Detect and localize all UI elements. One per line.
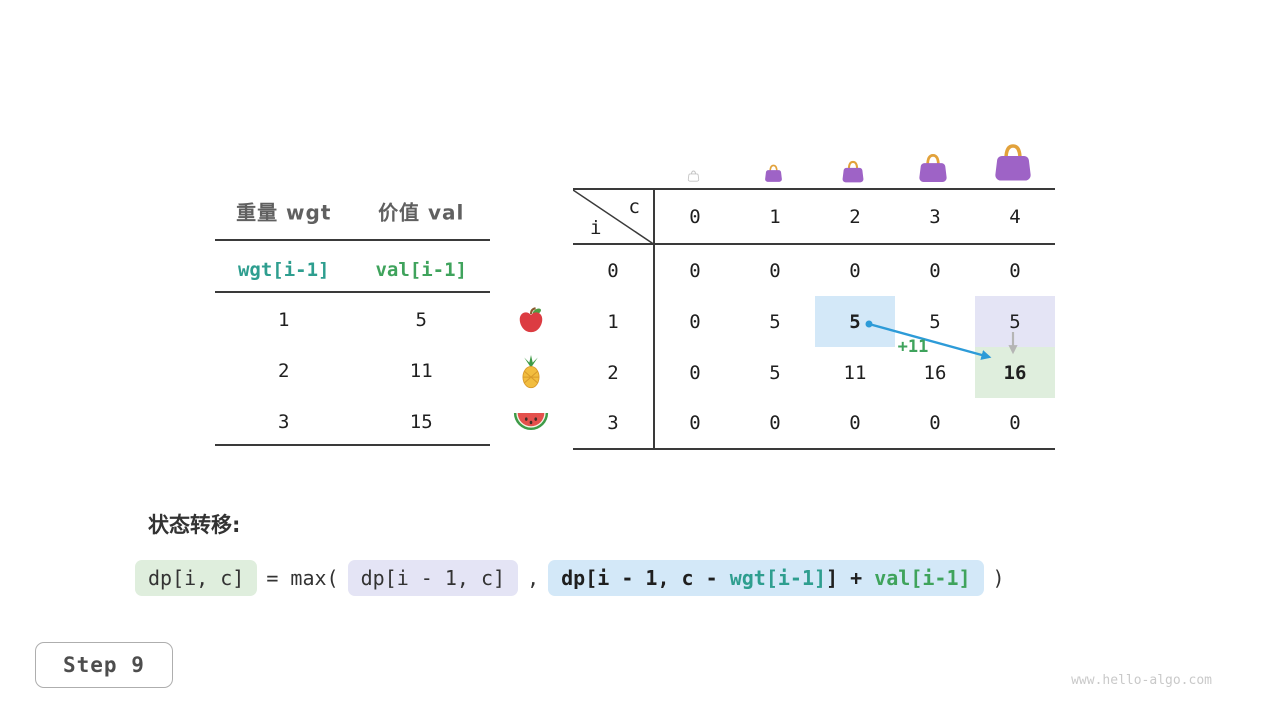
dp-cell-current: 16 (975, 347, 1055, 398)
item-value: 5 (415, 309, 427, 331)
corner-diagonal (573, 190, 653, 243)
dp-cell: 0 (689, 412, 701, 434)
bag-large-icon (919, 154, 947, 183)
apple-icon (519, 307, 543, 333)
items-table-header-row: 重量 wgt 价值 val (215, 197, 490, 226)
state-transition-formula: dp[i, c] = max( dp[i - 1, c] , dp[i - 1,… (135, 560, 1005, 596)
value-col-header: 价值 val (378, 200, 465, 225)
dp-cell: 0 (689, 361, 701, 384)
dp-cell-source: 5 (815, 296, 895, 347)
dp-cell: 5 (769, 361, 781, 384)
items-table-row: 3 15 (215, 411, 490, 433)
dp-col-header: 0 (655, 190, 735, 245)
plus-value-annotation: +11 (897, 337, 929, 357)
items-table-row: 1 5 (215, 309, 490, 331)
dp-corner-cell: c i (573, 190, 655, 245)
dp-cell: 5 (929, 310, 941, 333)
dp-col-header: 4 (975, 190, 1055, 245)
formula-comma: , (527, 566, 540, 590)
section-title: 状态转移: (148, 513, 241, 537)
formula-option-skip: dp[i - 1, c] (347, 560, 519, 596)
dp-cell: 0 (929, 412, 941, 434)
dp-row-header: 3 (573, 398, 655, 448)
corner-col-label: c (628, 196, 640, 218)
pineapple-icon (522, 355, 540, 389)
dp-cell: 0 (849, 412, 861, 434)
divider (215, 444, 490, 446)
bag-empty-icon (687, 170, 700, 182)
dp-cell: 5 (769, 310, 781, 333)
dp-col-header: 2 (815, 190, 895, 245)
dp-cell: 0 (1009, 259, 1021, 282)
dp-col-header: 3 (895, 190, 975, 245)
items-table: 重量 wgt 价值 val wgt[i-1] val[i-1] 1 5 2 11… (215, 188, 490, 446)
item-weight: 3 (278, 411, 290, 433)
item-value: 15 (409, 411, 433, 433)
bag-small-icon (765, 164, 782, 182)
items-table-var-row: wgt[i-1] val[i-1] (215, 259, 490, 281)
watermelon-icon (513, 412, 549, 431)
dp-cell: 16 (923, 361, 947, 384)
dp-cell: 0 (689, 310, 701, 333)
item-weight: 1 (278, 309, 290, 331)
bag-medium-icon (842, 160, 864, 183)
formula-take-wgt: wgt[i-1] (729, 566, 827, 590)
divider (215, 239, 490, 241)
dp-cell-above: 5 (975, 296, 1055, 347)
dp-row-header: 1 (573, 296, 655, 347)
dp-cell: 0 (1009, 412, 1021, 434)
dp-cell: 0 (929, 259, 941, 282)
corner-row-label: i (590, 217, 602, 239)
formula-option-take: dp[i - 1, c - wgt[i-1]] + val[i-1] (548, 560, 984, 596)
dp-col-header: 1 (735, 190, 815, 245)
item-weight: 2 (278, 360, 290, 382)
dp-table: c i 0 1 2 3 4 0 0 0 0 0 0 1 0 5 5 5 5 2 … (573, 188, 1055, 450)
dp-cell: 11 (843, 361, 867, 384)
formula-take-val: val[i-1] (874, 566, 971, 590)
bag-xlarge-icon (995, 144, 1031, 181)
formula-close-paren: ) (992, 566, 1005, 590)
dp-row-header: 2 (573, 347, 655, 398)
dp-cell: 0 (769, 259, 781, 282)
dp-row-header: 0 (573, 245, 655, 296)
formula-lhs: dp[i, c] (135, 560, 258, 596)
watermark: www.hello-algo.com (1071, 673, 1212, 688)
val-var-label: val[i-1] (375, 259, 467, 281)
formula-take-mid: ] + (826, 566, 875, 590)
dp-cell: 0 (849, 259, 861, 282)
step-badge: Step 9 (35, 642, 173, 688)
items-table-row: 2 11 (215, 360, 490, 382)
dp-cell: 0 (689, 259, 701, 282)
dp-cell: 0 (769, 412, 781, 434)
divider (215, 291, 490, 293)
wgt-var-label: wgt[i-1] (237, 259, 330, 281)
formula-take-prefix: dp[i - 1, c - (561, 566, 730, 590)
formula-equals-max: = max( (266, 566, 339, 590)
item-value: 11 (409, 360, 433, 382)
weight-col-header: 重量 wgt (236, 200, 332, 225)
